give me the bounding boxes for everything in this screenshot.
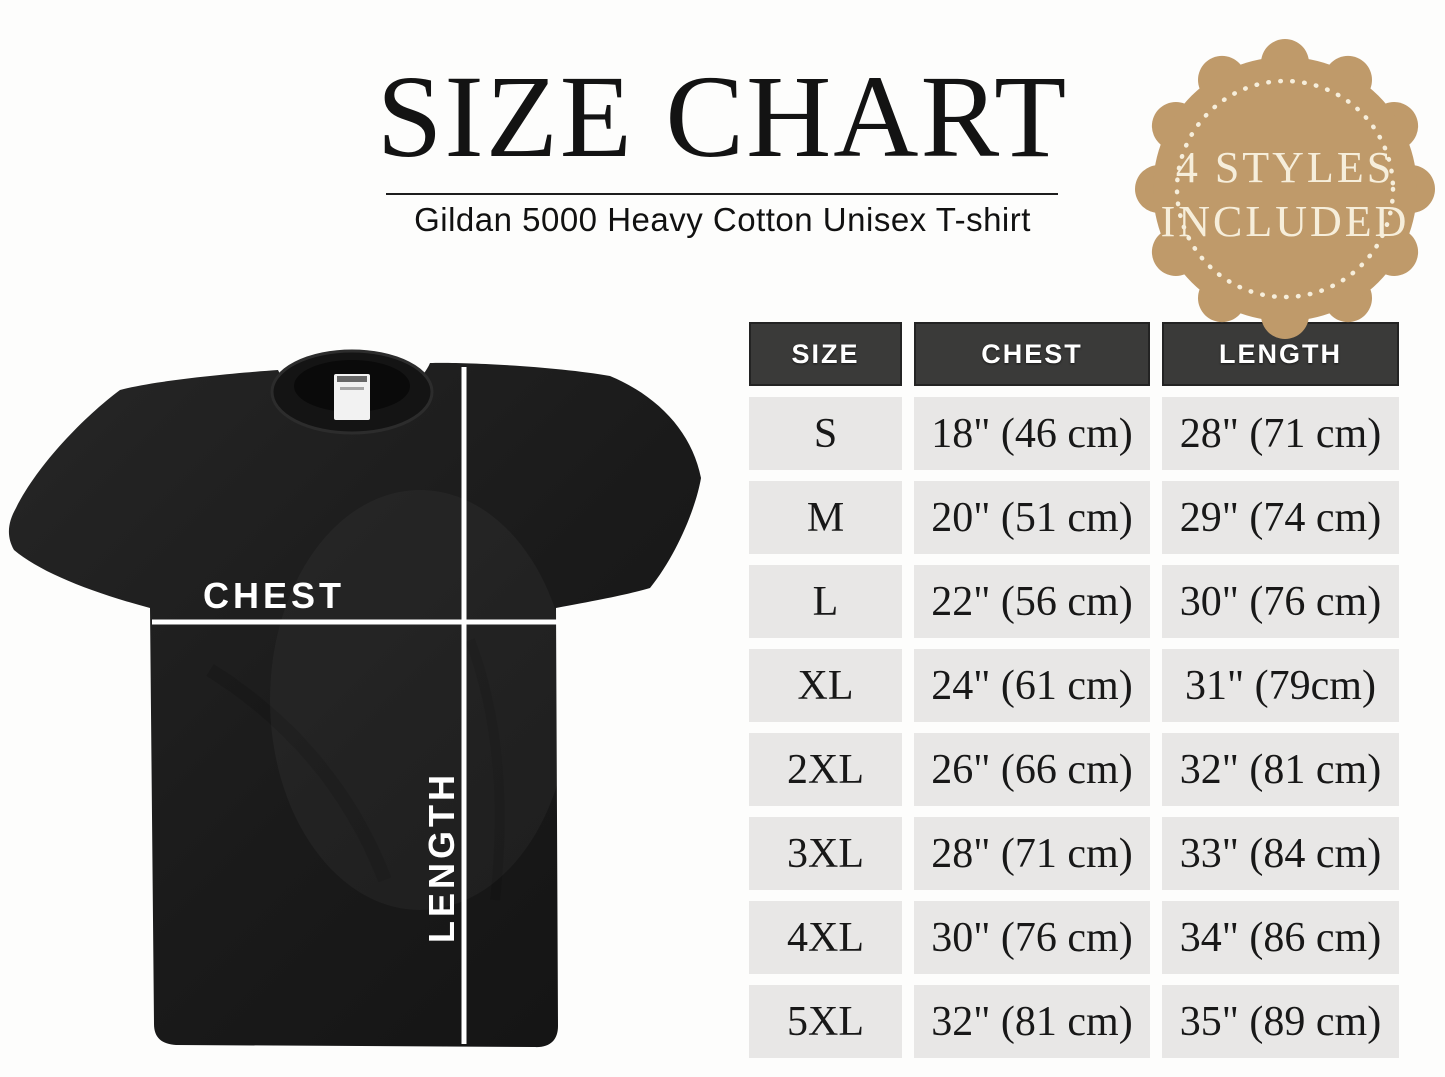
chest-cell: 18" (46 cm) [914,397,1150,470]
fabric-sheen [270,490,570,910]
size-cell: M [749,481,902,554]
title-underline [386,193,1058,195]
badge-text-line1: 4 STYLES [1176,143,1394,192]
size-cell: 2XL [749,733,902,806]
chest-label: CHEST [203,575,345,616]
chest-cell: 30" (76 cm) [914,901,1150,974]
badge-dotted-ring [1174,78,1396,300]
badge-text-line2: INCLUDED [1161,197,1410,246]
page-title: SIZE CHART [376,51,1069,182]
length-cell: 28" (71 cm) [1162,397,1399,470]
header-size: SIZE [749,322,902,386]
chest-cell: 24" (61 cm) [914,649,1150,722]
size-cell: L [749,565,902,638]
tshirt-graphic: CHEST LENGTH [0,340,720,1077]
size-cell: S [749,397,902,470]
size-cell: XL [749,649,902,722]
collar-tag [334,374,370,420]
styles-badge: 4 STYLES INCLUDED [1133,30,1437,348]
size-cell: 5XL [749,985,902,1058]
length-label: LENGTH [421,771,462,943]
collar-tag-print [340,387,364,390]
tshirt-body [8,362,701,1048]
length-cell: 35" (89 cm) [1162,985,1399,1058]
chest-cell: 26" (66 cm) [914,733,1150,806]
badge-scallop-shape [1135,39,1435,339]
header-chest: CHEST [914,322,1150,386]
length-cell: 31" (79cm) [1162,649,1399,722]
chest-cell: 28" (71 cm) [914,817,1150,890]
chest-cell: 22" (56 cm) [914,565,1150,638]
length-cell: 33" (84 cm) [1162,817,1399,890]
size-cell: 3XL [749,817,902,890]
page-subtitle: Gildan 5000 Heavy Cotton Unisex T-shirt [414,201,1031,238]
length-cell: 34" (86 cm) [1162,901,1399,974]
size-table: SIZE CHEST LENGTH S 18" (46 cm) 28" (71 … [749,322,1399,1058]
chest-cell: 20" (51 cm) [914,481,1150,554]
fold-shadow [206,664,392,883]
size-cell: 4XL [749,901,902,974]
header-length: LENGTH [1162,322,1399,386]
length-cell: 29" (74 cm) [1162,481,1399,554]
collar-tag-print [337,376,367,382]
length-cell: 30" (76 cm) [1162,565,1399,638]
length-cell: 32" (81 cm) [1162,733,1399,806]
fold-shadow [465,638,505,901]
chest-cell: 32" (81 cm) [914,985,1150,1058]
